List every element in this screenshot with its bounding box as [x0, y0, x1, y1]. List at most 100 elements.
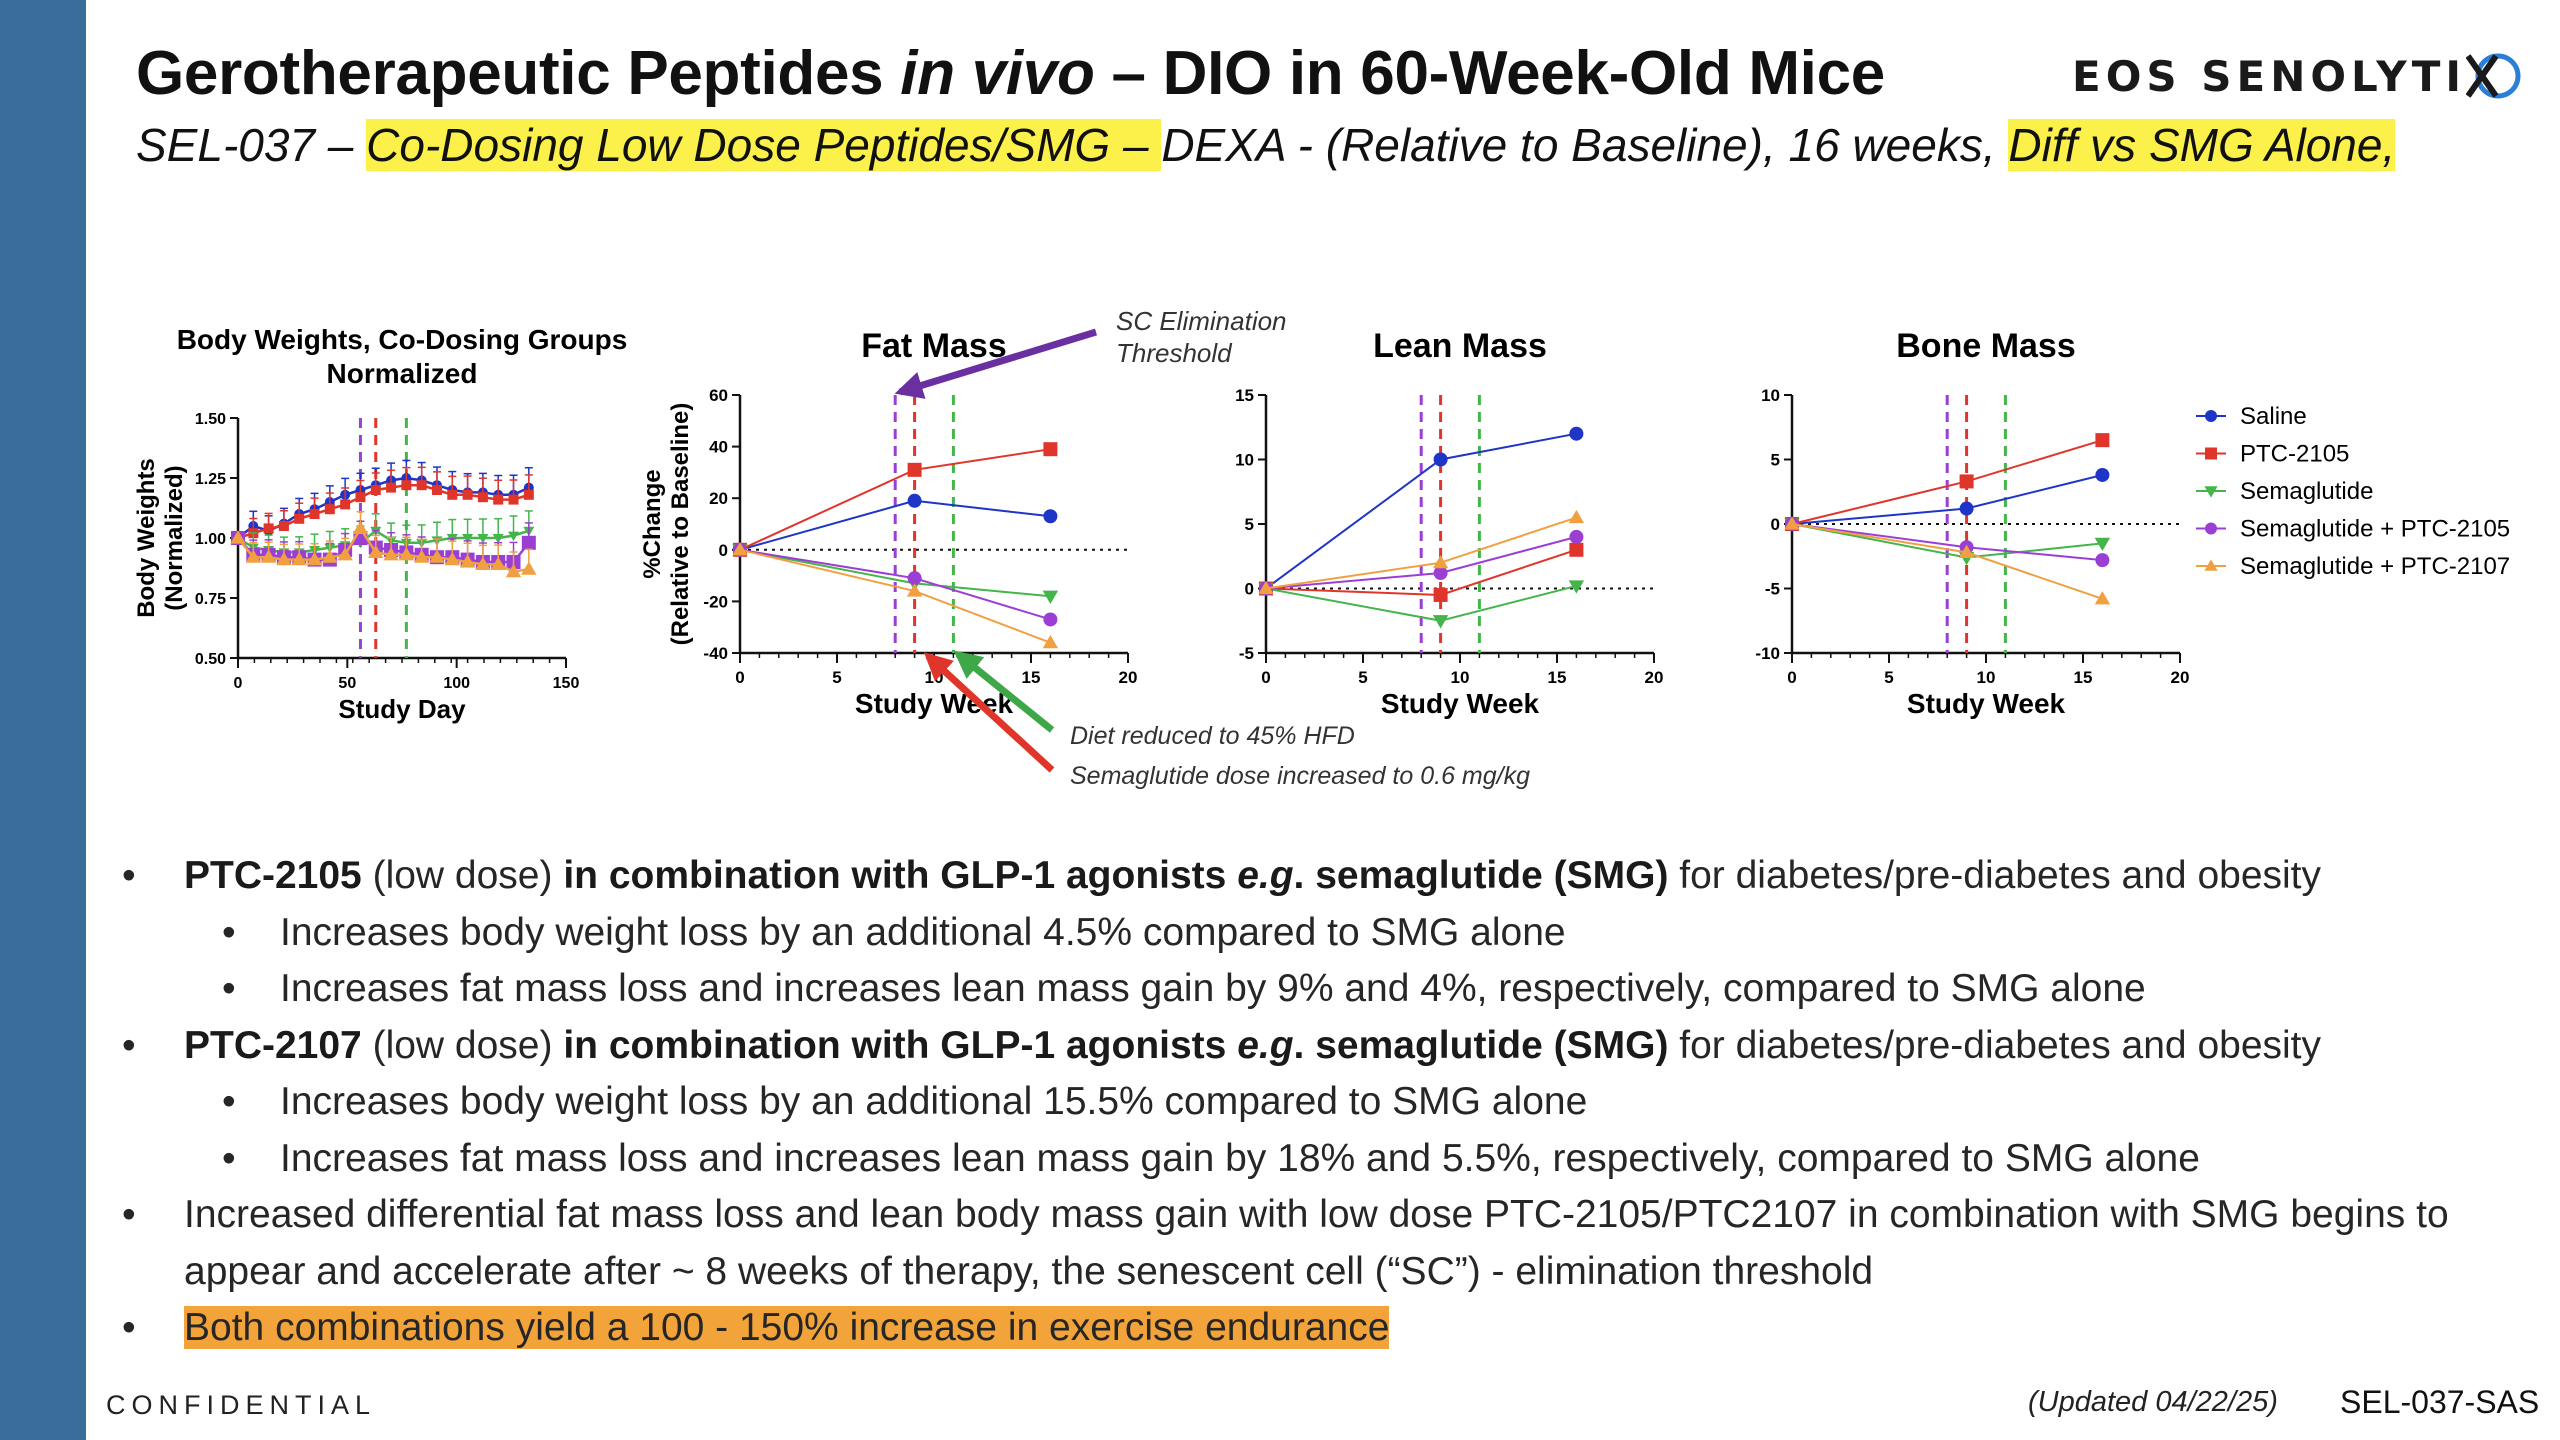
data-point [278, 521, 289, 531]
y-axis-label-line1: %Change [639, 469, 666, 578]
page-subtitle: SEL-037 – Co-Dosing Low Dose Peptides/SM… [136, 118, 2396, 172]
data-point [492, 534, 504, 544]
x-tick-label: 20 [1645, 668, 1664, 687]
sema-dose-arrow [923, 652, 1055, 773]
logo-text: EOS SENOLYTI [2072, 51, 2466, 101]
x-tick-label: 0 [735, 668, 744, 687]
y-tick-label: -5 [1765, 580, 1780, 599]
x-tick-label: 100 [443, 675, 470, 692]
updated-date: (Updated 04/22/25) [2028, 1386, 2278, 1418]
data-point [2094, 591, 2111, 605]
data-point [447, 489, 458, 500]
data-point [309, 509, 320, 519]
data-point [444, 551, 460, 566]
data-point [1569, 529, 1584, 544]
data-point [383, 547, 399, 561]
data-point [907, 493, 922, 508]
x-tick-label: 20 [1119, 668, 1138, 687]
series-line [739, 548, 1051, 644]
data-point [505, 563, 522, 578]
legend-entry: Semaglutide + PTC-2105 [2240, 516, 2510, 543]
x-tick-label: 150 [553, 675, 580, 692]
legend-marker [2205, 522, 2217, 535]
legend-marker [2204, 559, 2218, 571]
y-tick-label: 5 [1771, 451, 1780, 470]
b2-bold3: . semaglutide (SMG) [1293, 1023, 1669, 1067]
chart-title-line1: Body Weights, Co-Dosing Groups [177, 324, 628, 355]
bullet-list: PTC-2105 (low dose) in combination with … [118, 848, 2538, 1357]
data-point [291, 551, 307, 566]
x-tick-label: 5 [1884, 668, 1893, 687]
data-point [322, 549, 338, 563]
data-point [1432, 555, 1449, 569]
y-tick-label: -20 [703, 592, 728, 611]
x-tick-label: 0 [234, 675, 243, 692]
x-tick-label: 15 [1548, 668, 1567, 687]
b2-t2: for diabetes/pre-diabetes and obesity [1668, 1023, 2322, 1067]
sc-threshold-line2: Threshold [1116, 338, 1233, 368]
x-icon [2465, 53, 2521, 99]
chart-title: Lean Mass [1373, 327, 1547, 365]
chart-title-line2: Normalized [327, 358, 478, 389]
title-italic: in vivo [900, 39, 1095, 108]
b1-t2: for diabetes/pre-diabetes and obesity [1668, 854, 2322, 897]
b2-boldital: e.g [1237, 1023, 1294, 1067]
document-code: SEL-037-SAS [2340, 1384, 2540, 1420]
diet-annotation: Diet reduced to 45% HFD [1070, 722, 1355, 750]
x-tick-label: 15 [1022, 668, 1041, 687]
data-point [521, 535, 536, 550]
data-point [1043, 509, 1058, 524]
data-point [2094, 537, 2111, 552]
data-point [459, 554, 476, 568]
data-point [431, 485, 442, 495]
data-point [230, 530, 246, 544]
data-point [294, 513, 305, 524]
y-tick-label: 40 [709, 438, 728, 457]
y-axis-label-line2: (Normalized) [161, 465, 188, 610]
legend-entry: PTC-2105 [2240, 441, 2349, 468]
data-point [490, 556, 506, 570]
data-point [1433, 566, 1448, 581]
legend-marker [2204, 486, 2218, 498]
legend-entry: Semaglutide [2240, 478, 2373, 505]
data-point [732, 542, 748, 556]
title-part1: Gerotherapeutic Peptides [136, 39, 901, 108]
data-point [523, 489, 534, 500]
b2-bold1: PTC-2107 [184, 1023, 362, 1067]
sema-dose-annotation: Semaglutide dose increased to 0.6 mg/kg [1070, 762, 1530, 790]
endurance-highlight: Both combinations yield a 100 - 150% inc… [184, 1306, 1390, 1349]
legend-marker [2205, 410, 2217, 422]
data-point [306, 551, 323, 566]
b2-bold2: in combination with GLP-1 agonists [563, 1023, 1238, 1067]
eos-senolytix-logo: EOS SENOLYTI [2072, 46, 2522, 106]
data-point [508, 494, 519, 505]
x-tick-label: 5 [1358, 668, 1367, 687]
subtitle-part1: SEL-037 – [136, 119, 367, 171]
b1-boldital: e.g [1237, 854, 1294, 897]
data-point [1043, 612, 1058, 627]
diet-arrow [953, 650, 1055, 733]
data-point [413, 549, 430, 563]
data-point [1042, 634, 1059, 649]
data-point [1959, 474, 1974, 489]
data-point [245, 549, 262, 563]
sidebar-bar [0, 0, 86, 1440]
data-point [477, 492, 488, 503]
data-point [352, 520, 369, 534]
data-point [1433, 587, 1448, 602]
x-tick-label: 0 [1787, 668, 1796, 687]
data-point [907, 571, 922, 586]
data-point [337, 547, 353, 561]
y-tick-label: 10 [1761, 386, 1780, 405]
page-title: Gerotherapeutic Peptides in vivo – DIO i… [136, 38, 1885, 109]
x-axis-label: Study Day [338, 694, 466, 724]
data-point [1043, 442, 1058, 457]
legend-entry: Semaglutide + PTC-2107 [2240, 553, 2510, 580]
data-point [462, 534, 474, 544]
data-point [1568, 580, 1585, 594]
b1-t1: (low dose) [361, 854, 564, 897]
sc-threshold-line1: SC Elimination [1116, 306, 1287, 336]
bullet-differential: Increased differential fat mass loss and… [118, 1187, 2538, 1300]
legend: Saline PTC-2105 Semaglutide Semaglutide + P… [2196, 403, 2510, 580]
